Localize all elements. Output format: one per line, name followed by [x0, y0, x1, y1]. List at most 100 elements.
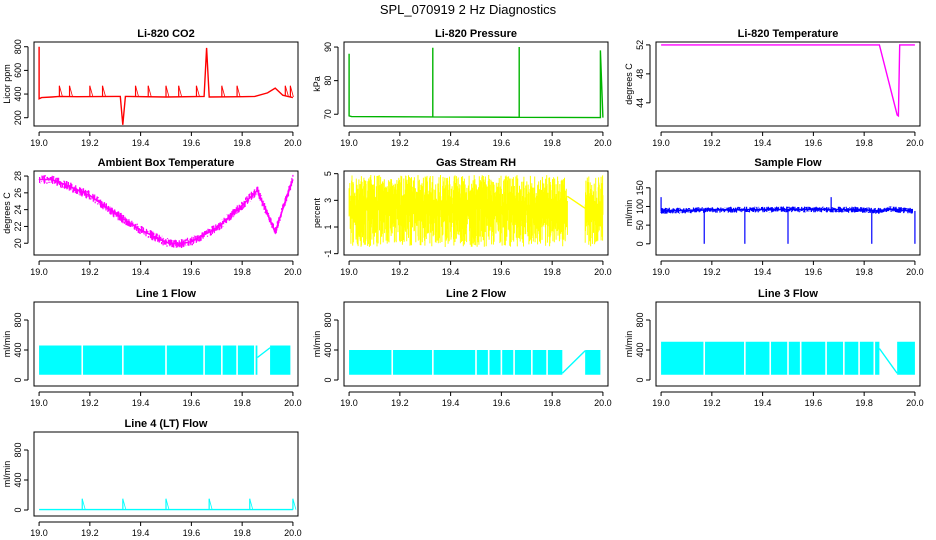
x-tick-label: 19.8 — [233, 267, 251, 277]
series-layer — [39, 344, 291, 376]
panel-title: Li-820 CO2 — [137, 28, 194, 40]
spike-mark — [236, 85, 241, 97]
x-tick-label: 19.2 — [703, 138, 721, 148]
y-tick-label: 1 — [323, 224, 333, 229]
series-layer — [38, 174, 294, 248]
flow-gap — [432, 349, 434, 376]
plot-frame — [343, 301, 609, 387]
panel-title: Line 3 Flow — [758, 288, 818, 300]
x-tick-label: 19.0 — [340, 398, 358, 408]
y-tick-label: 400 — [635, 342, 645, 357]
y-tick-label: 800 — [323, 312, 333, 327]
flow-gap — [769, 340, 772, 376]
x-tick-label: 19.8 — [233, 398, 251, 408]
panel-title: Sample Flow — [754, 157, 822, 169]
flow-gap — [475, 349, 477, 376]
x-tick-label: 19.6 — [183, 138, 201, 148]
plot-frame — [343, 41, 609, 127]
x-tick-label: 19.0 — [652, 138, 670, 148]
y-axis-label: ml/min — [624, 331, 634, 358]
flow-gap — [391, 349, 394, 376]
figure-title: SPL_070919 2 Hz Diagnostics — [380, 2, 557, 17]
y-tick-label: 400 — [323, 342, 333, 357]
flow-gap — [81, 344, 84, 376]
flow-gap — [703, 340, 706, 376]
x-tick-label: 19.0 — [340, 138, 358, 148]
x-tick-label: 19.4 — [754, 398, 772, 408]
x-tick-label: 19.2 — [703, 267, 721, 277]
x-tick-label: 19.0 — [652, 398, 670, 408]
x-tick-label: 20.0 — [284, 528, 302, 538]
y-tick-label: 150 — [635, 180, 645, 195]
x-tick-label: 19.6 — [183, 398, 201, 408]
y-tick-label: 20 — [13, 238, 23, 248]
plot-frame — [655, 301, 921, 387]
flow-gap — [546, 349, 548, 376]
flow-gap — [858, 340, 860, 376]
x-tick-label: 19.4 — [132, 528, 150, 538]
series-line — [661, 44, 915, 118]
flow-gap — [843, 340, 845, 376]
spike-mark — [284, 85, 289, 96]
panel-title: Ambient Box Temperature — [98, 157, 235, 169]
panel-title: Li-820 Pressure — [435, 28, 517, 40]
x-tick-label: 19.6 — [183, 528, 201, 538]
series-layer — [348, 175, 604, 247]
x-tick-label: 19.4 — [442, 267, 460, 277]
panel-title: Li-820 Temperature — [738, 28, 839, 40]
y-axis-label: degrees C — [2, 192, 12, 234]
series-line — [348, 47, 604, 119]
y-axis-label: percent — [312, 197, 322, 228]
x-tick-label: 20.0 — [594, 138, 612, 148]
y-tick-label: 22 — [13, 221, 23, 231]
y-tick-label: 400 — [13, 472, 23, 487]
y-tick-label: 600 — [13, 63, 23, 78]
spike-mark — [135, 85, 139, 97]
x-tick-label: 19.2 — [81, 267, 99, 277]
panel-title: Line 4 (LT) Flow — [125, 418, 208, 430]
y-tick-label: 0 — [13, 377, 23, 382]
series-layer — [38, 46, 294, 125]
y-axis-label: degrees C — [624, 63, 634, 105]
x-tick-label: 19.6 — [493, 398, 511, 408]
flow-gap — [165, 344, 167, 376]
y-tick-label: 5 — [323, 171, 333, 176]
flow-block — [585, 350, 601, 375]
x-tick-label: 19.2 — [81, 528, 99, 538]
series-layer — [661, 44, 915, 118]
series-line — [39, 178, 294, 245]
series-layer — [348, 47, 604, 119]
x-tick-label: 19.8 — [543, 398, 561, 408]
spike-mark — [81, 498, 86, 510]
x-tick-label: 19.2 — [81, 138, 99, 148]
plot-frame — [655, 41, 921, 127]
x-tick-label: 19.6 — [493, 138, 511, 148]
y-tick-label: 48 — [635, 69, 645, 79]
panel-3: Li-820 Temperature 19.0 19.2 19.4 19.6 19.8 20… — [624, 28, 924, 148]
panel-10: Line 4 (LT) Flow 19.0 19.2 19.4 19.6 19.8 20.0… — [2, 418, 302, 538]
panel-title: Line 1 Flow — [136, 288, 196, 300]
spike-mark — [178, 85, 183, 97]
panel-5: Gas Stream RH 19.0 19.2 19.4 19.6 19.8 20.0 -1 1… — [312, 157, 612, 277]
y-tick-label: 400 — [13, 87, 23, 102]
plot-frame — [343, 170, 609, 256]
x-tick-label: 19.8 — [855, 267, 873, 277]
spike-mark — [249, 498, 254, 510]
x-tick-label: 20.0 — [906, 138, 924, 148]
y-tick-label: 0 — [635, 377, 645, 382]
y-axis-label: kPa — [312, 76, 322, 92]
y-axis-label: ml/min — [624, 200, 634, 227]
x-tick-label: 19.6 — [183, 267, 201, 277]
y-tick-label: 0 — [13, 507, 23, 512]
plot-frame — [33, 170, 299, 256]
spike-mark — [165, 498, 170, 510]
bridge-line — [256, 347, 271, 359]
x-tick-label: 19.8 — [855, 138, 873, 148]
panel-7: Line 1 Flow 19.0 19.2 19.4 19.6 19.8 20.0 0 400 8… — [2, 288, 302, 408]
y-tick-label: 90 — [323, 42, 333, 52]
spike-mark — [58, 85, 63, 97]
flow-gap — [799, 340, 802, 376]
x-tick-label: 20.0 — [594, 267, 612, 277]
flow-block — [270, 345, 291, 375]
